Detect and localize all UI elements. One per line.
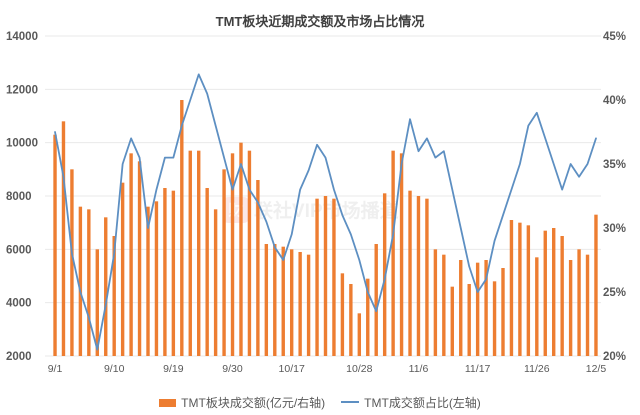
svg-text:25%: 25% (603, 287, 626, 299)
svg-text:2000: 2000 (6, 351, 32, 363)
svg-text:8000: 8000 (6, 191, 32, 203)
svg-text:9/10: 9/10 (104, 363, 125, 375)
svg-text:35%: 35% (603, 159, 626, 171)
svg-text:9/30: 9/30 (222, 363, 243, 375)
svg-text:4000: 4000 (6, 298, 32, 310)
svg-text:12000: 12000 (6, 84, 38, 96)
svg-text:11/6: 11/6 (409, 363, 429, 375)
svg-text:10/28: 10/28 (346, 363, 372, 375)
svg-text:11/26: 11/26 (524, 363, 550, 375)
svg-text:14000: 14000 (6, 31, 38, 43)
svg-text:6000: 6000 (6, 244, 32, 256)
svg-text:9/19: 9/19 (163, 363, 184, 375)
svg-text:10000: 10000 (6, 138, 38, 150)
svg-text:10/17: 10/17 (279, 363, 305, 375)
svg-text:9/1: 9/1 (48, 363, 63, 375)
svg-text:45%: 45% (603, 31, 626, 43)
svg-text:40%: 40% (603, 95, 626, 107)
svg-text:20%: 20% (603, 351, 626, 363)
svg-text:11/17: 11/17 (465, 363, 491, 375)
svg-text:30%: 30% (603, 223, 626, 235)
svg-text:12/5: 12/5 (586, 363, 607, 375)
